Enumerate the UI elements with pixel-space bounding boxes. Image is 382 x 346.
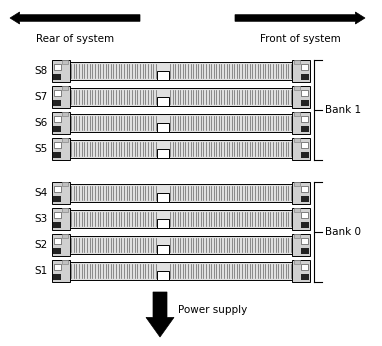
Bar xyxy=(53,248,61,254)
Bar xyxy=(301,142,308,148)
Bar xyxy=(301,100,309,106)
Bar xyxy=(52,208,70,230)
Text: Bank 0: Bank 0 xyxy=(325,227,361,237)
Bar xyxy=(62,260,68,264)
Bar xyxy=(52,184,310,202)
Bar xyxy=(52,140,310,158)
Bar xyxy=(52,138,70,160)
Bar xyxy=(53,74,61,80)
Bar xyxy=(52,62,310,80)
Bar xyxy=(52,234,70,256)
Bar xyxy=(294,182,300,186)
Bar xyxy=(157,123,169,133)
Bar xyxy=(157,149,169,158)
Polygon shape xyxy=(10,12,140,24)
Bar xyxy=(62,112,68,116)
Bar xyxy=(54,186,61,192)
Bar xyxy=(53,196,61,202)
Bar xyxy=(301,74,309,80)
Bar xyxy=(292,60,310,82)
Bar xyxy=(54,64,61,70)
Bar xyxy=(54,90,61,96)
Text: Bank 1: Bank 1 xyxy=(325,105,361,115)
Bar xyxy=(53,222,61,228)
Bar xyxy=(157,271,169,280)
Bar xyxy=(157,193,169,202)
Bar xyxy=(294,60,300,64)
Bar xyxy=(52,182,70,204)
Bar xyxy=(301,222,309,228)
Bar xyxy=(157,219,169,228)
Bar xyxy=(157,71,169,80)
Bar xyxy=(54,116,61,122)
Bar xyxy=(292,86,310,108)
Text: Front of system: Front of system xyxy=(260,34,340,44)
Bar xyxy=(52,88,310,106)
Bar xyxy=(52,60,70,82)
Bar xyxy=(301,116,308,122)
Bar xyxy=(292,260,310,282)
Bar xyxy=(157,245,169,254)
Bar xyxy=(53,100,61,106)
Bar xyxy=(62,182,68,186)
Bar xyxy=(53,152,61,158)
Bar xyxy=(54,238,61,244)
Bar xyxy=(54,212,61,218)
Text: S7: S7 xyxy=(35,92,48,102)
Bar xyxy=(292,234,310,256)
Text: Power supply: Power supply xyxy=(178,305,247,315)
Text: S6: S6 xyxy=(35,118,48,128)
Bar xyxy=(301,152,309,158)
Text: S8: S8 xyxy=(35,66,48,76)
Bar xyxy=(292,208,310,230)
Bar xyxy=(52,114,310,132)
Bar xyxy=(301,196,309,202)
Bar xyxy=(157,97,169,106)
Text: S1: S1 xyxy=(35,266,48,276)
Bar xyxy=(294,260,300,264)
Bar xyxy=(301,186,308,192)
Bar xyxy=(301,90,308,96)
Bar xyxy=(301,238,308,244)
Bar xyxy=(294,234,300,238)
Text: S3: S3 xyxy=(35,214,48,224)
Bar xyxy=(52,112,70,134)
Bar xyxy=(301,126,309,132)
Bar xyxy=(52,210,310,228)
Bar xyxy=(62,60,68,64)
Bar xyxy=(292,112,310,134)
Bar xyxy=(301,212,308,218)
Bar xyxy=(294,112,300,116)
Bar xyxy=(52,86,70,108)
Polygon shape xyxy=(235,12,365,24)
Bar xyxy=(292,138,310,160)
Bar xyxy=(62,138,68,142)
Bar xyxy=(62,208,68,212)
Bar xyxy=(54,142,61,148)
Polygon shape xyxy=(146,292,174,337)
Text: S2: S2 xyxy=(35,240,48,250)
Bar xyxy=(52,260,70,282)
Bar xyxy=(53,126,61,132)
Bar xyxy=(294,86,300,90)
Bar xyxy=(53,274,61,280)
Text: S5: S5 xyxy=(35,144,48,154)
Bar xyxy=(54,264,61,270)
Bar xyxy=(301,64,308,70)
Bar xyxy=(301,248,309,254)
Bar xyxy=(292,182,310,204)
Bar xyxy=(52,262,310,280)
Bar xyxy=(52,236,310,254)
Bar xyxy=(62,86,68,90)
Bar xyxy=(301,274,309,280)
Bar xyxy=(294,138,300,142)
Bar xyxy=(294,208,300,212)
Text: S4: S4 xyxy=(35,188,48,198)
Text: Rear of system: Rear of system xyxy=(36,34,114,44)
Bar xyxy=(301,264,308,270)
Bar xyxy=(62,234,68,238)
